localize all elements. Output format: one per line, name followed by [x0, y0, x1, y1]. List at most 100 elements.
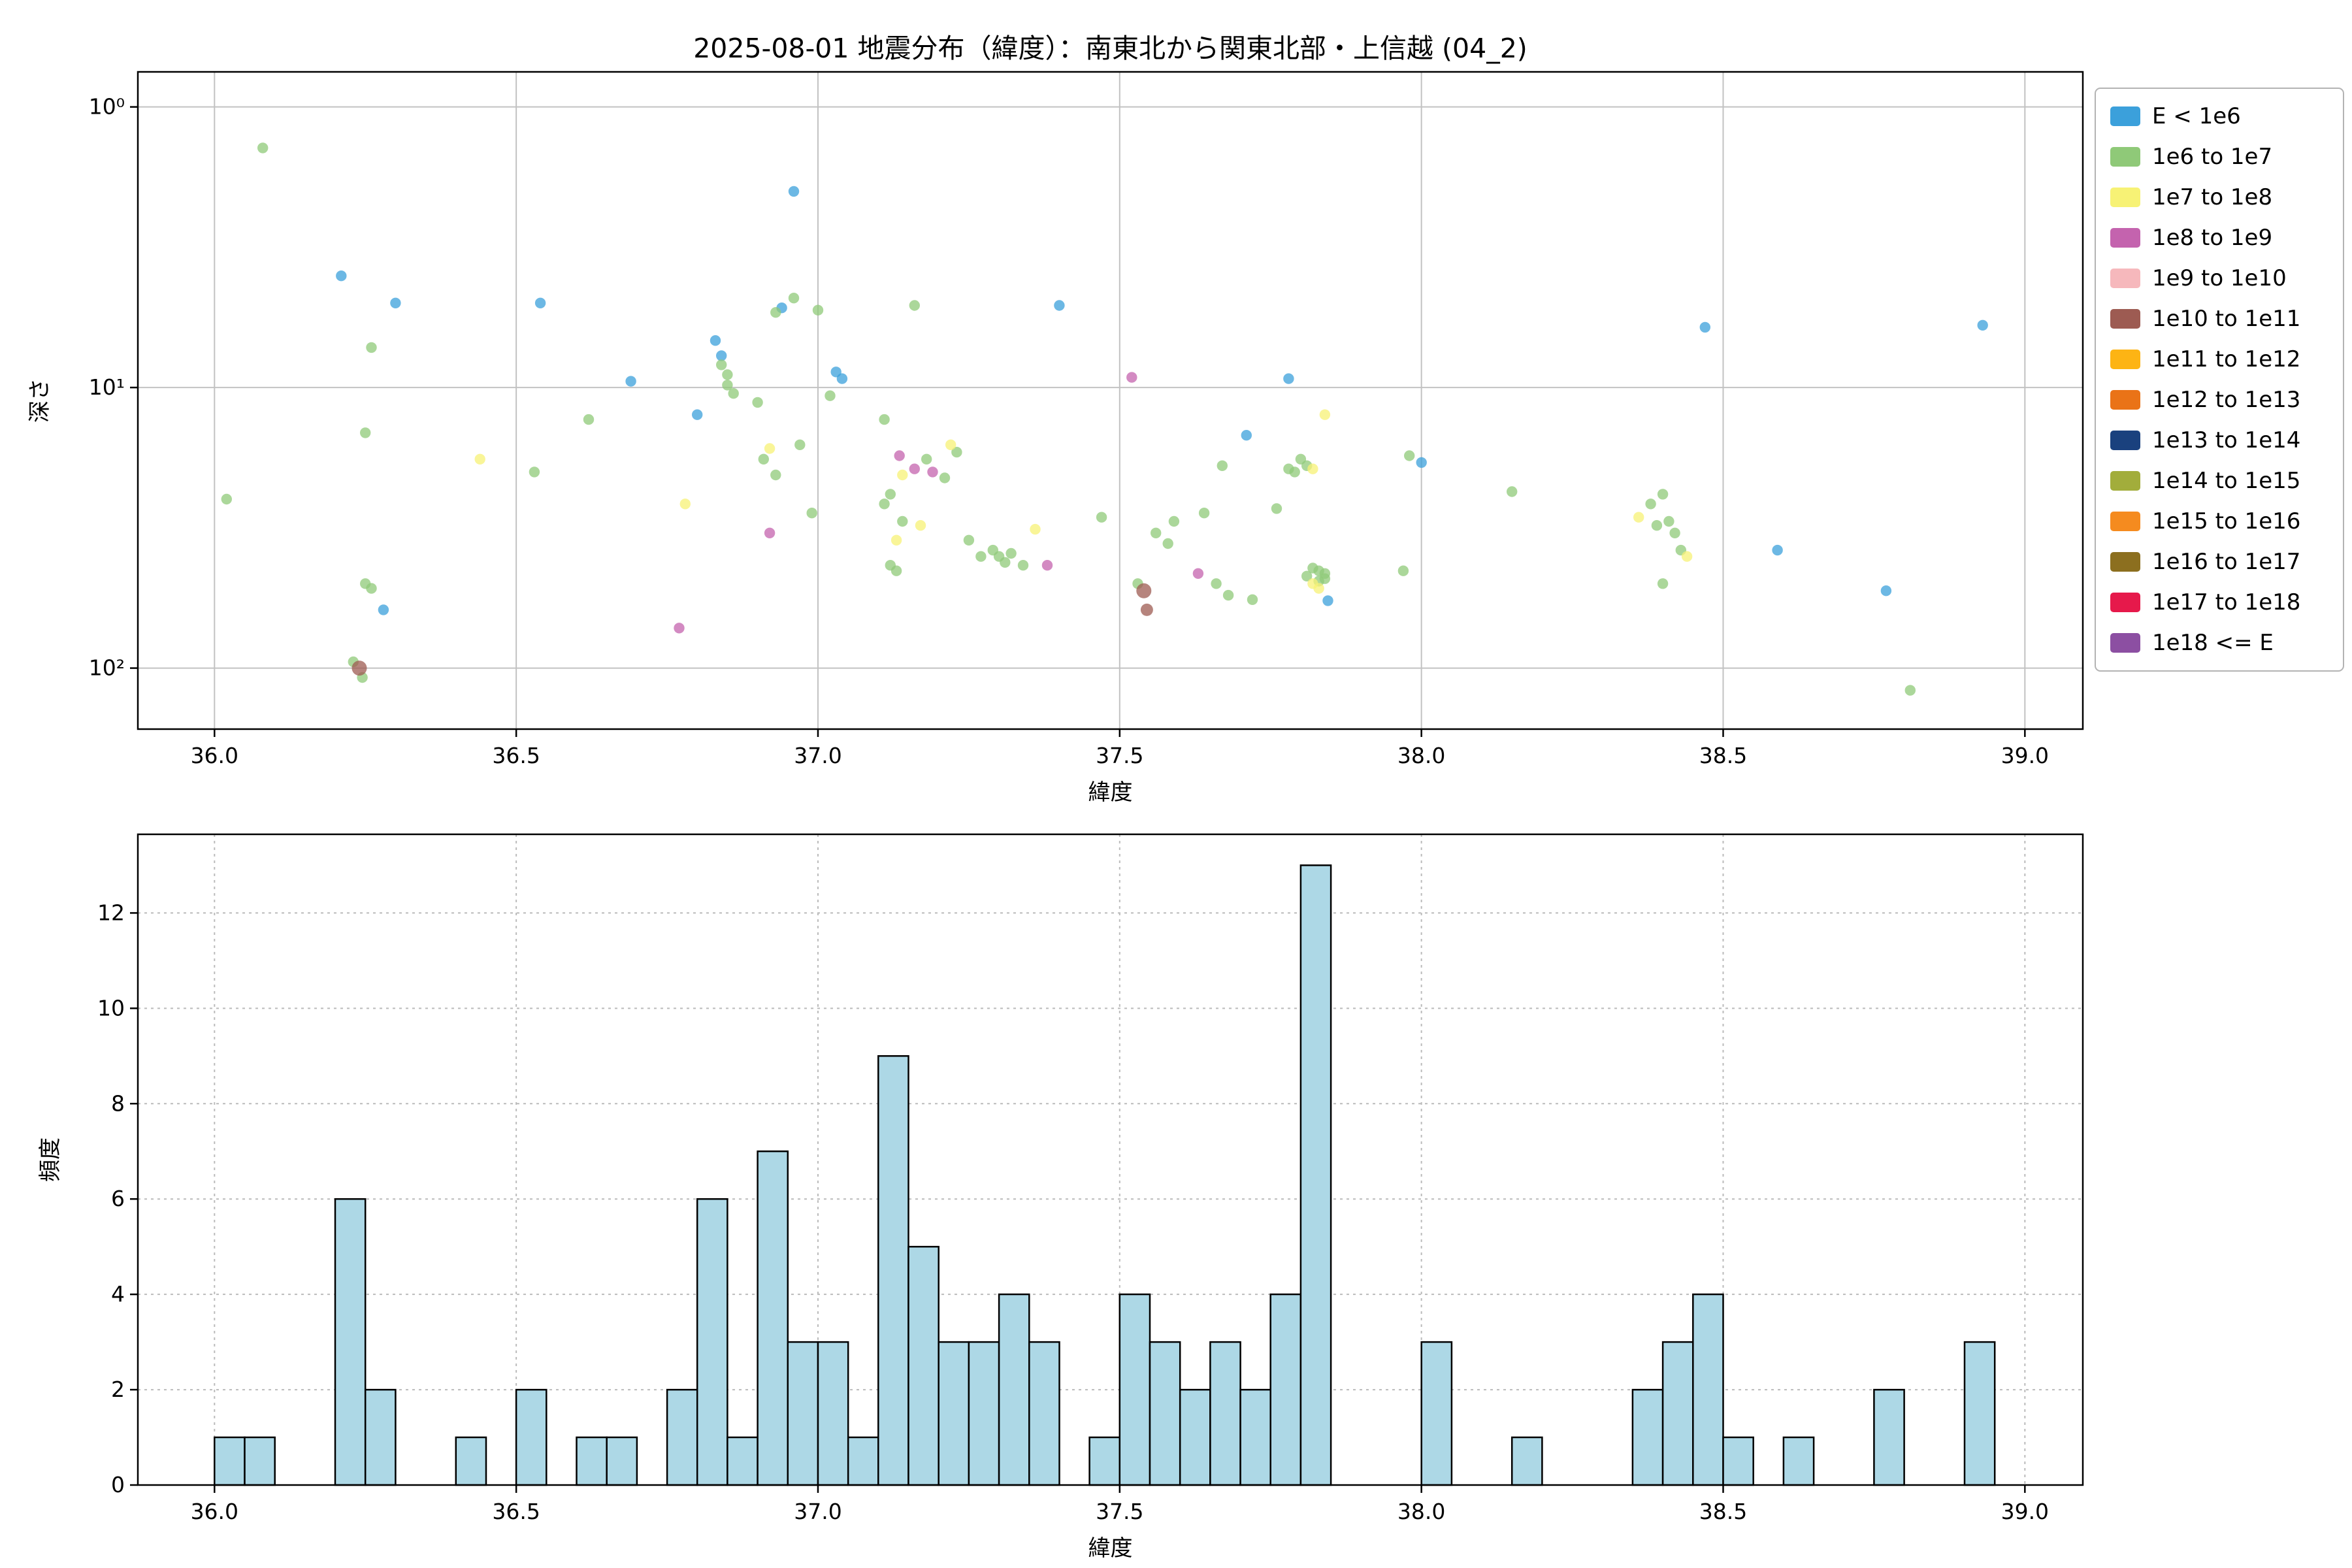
scatter-point	[1283, 373, 1294, 384]
histogram-bar	[1179, 1388, 1211, 1486]
x-tick-label: 36.0	[191, 1499, 238, 1524]
histogram-bar	[1692, 1293, 1724, 1486]
scatter-point	[1681, 551, 1693, 562]
scatter-point	[764, 527, 776, 538]
histogram-bar	[214, 1436, 246, 1486]
scatter-point	[927, 466, 938, 478]
legend-item-label: 1e7 to 1e8	[2152, 184, 2273, 210]
scatter-point	[951, 446, 962, 458]
legend-item: 1e16 to 1e17	[2110, 547, 2328, 576]
scatter-point	[257, 142, 269, 154]
histogram-bar	[1420, 1341, 1453, 1486]
scatter-point	[1162, 538, 1173, 549]
scatter-point	[1005, 547, 1017, 559]
legend-item-label: 1e9 to 1e10	[2152, 265, 2287, 291]
legend-swatch-icon	[2110, 106, 2140, 126]
legend-item: 1e6 to 1e7	[2110, 142, 2328, 171]
histogram-bar	[968, 1341, 1000, 1486]
x-tick-label: 39.0	[2001, 1499, 2049, 1524]
scatter-point	[1041, 560, 1053, 571]
scatter-point	[351, 661, 367, 676]
legend-item: 1e8 to 1e9	[2110, 223, 2328, 252]
legend-item: 1e18 <= E	[2110, 629, 2328, 657]
legend-item: 1e14 to 1e15	[2110, 466, 2328, 495]
histogram-bar	[1209, 1341, 1241, 1486]
x-tick-label: 36.5	[492, 1499, 540, 1524]
legend-swatch-icon	[2110, 512, 2140, 531]
histogram-bar	[907, 1245, 939, 1486]
histogram-bar	[364, 1388, 397, 1486]
histogram-bar	[666, 1388, 698, 1486]
histogram-bar	[1873, 1388, 1905, 1486]
scatter-point	[366, 342, 377, 353]
scatter-point	[1030, 523, 1041, 535]
y-tick-label: 4	[111, 1281, 125, 1307]
scatter-point	[1168, 515, 1180, 527]
scatter-point	[879, 414, 890, 425]
scatter-point	[474, 453, 485, 465]
scatter-series	[221, 142, 1916, 696]
legend-swatch-icon	[2110, 390, 2140, 410]
scatter-point	[806, 508, 817, 519]
scatter-point	[812, 304, 824, 316]
scatter-point	[890, 565, 902, 576]
scatter-point	[1313, 583, 1324, 594]
axes-frame	[137, 833, 2084, 1486]
scatter-point	[1198, 508, 1210, 519]
scatter-point	[825, 390, 836, 401]
legend-item-label: 1e13 to 1e14	[2152, 427, 2301, 453]
histogram-bar	[817, 1341, 849, 1486]
histogram-bar	[847, 1436, 879, 1486]
scatter-point	[836, 373, 848, 384]
histogram-bar	[455, 1436, 487, 1486]
y-tick-label: 10²	[89, 655, 125, 681]
histogram-bar	[1269, 1293, 1302, 1486]
histogram-bar	[1782, 1436, 1815, 1486]
y-axis-label: 頻度	[37, 1137, 63, 1182]
scatter-series	[474, 409, 1693, 594]
histogram-bar	[1963, 1341, 1996, 1486]
scatter-point	[1211, 578, 1222, 589]
x-tick-label: 38.0	[1397, 743, 1445, 768]
y-tick-label: 8	[111, 1090, 125, 1116]
legend-item-label: 1e14 to 1e15	[2152, 468, 2301, 494]
histogram-bar	[1088, 1436, 1121, 1486]
legend-swatch-icon	[2110, 431, 2140, 450]
y-tick-label: 10	[97, 995, 125, 1021]
scatter-series	[674, 372, 1204, 634]
y-tick-label: 12	[97, 900, 125, 925]
scatter-point	[975, 551, 987, 562]
scatter-point	[716, 359, 727, 370]
x-tick-label: 37.0	[794, 743, 841, 768]
axes-frame	[137, 71, 2084, 730]
legend-swatch-icon	[2110, 309, 2140, 329]
scatter-point	[1633, 512, 1644, 523]
scatter-point	[1977, 319, 1988, 331]
scatter-series	[351, 583, 1153, 676]
legend-item-label: 1e6 to 1e7	[2152, 144, 2273, 170]
scatter-point	[897, 515, 908, 527]
scatter-point	[722, 380, 733, 391]
legend-item: 1e7 to 1e8	[2110, 183, 2328, 212]
scatter-point	[1319, 409, 1331, 420]
scatter-point	[692, 409, 703, 420]
legend-item-label: 1e10 to 1e11	[2152, 306, 2301, 332]
legend-box: E < 1e6 1e6 to 1e7 1e7 to 1e8 1e8 to 1e9 1e9…	[2095, 88, 2344, 672]
histogram-bar	[1661, 1341, 1694, 1486]
legend-item-label: 1e8 to 1e9	[2152, 225, 2273, 251]
scatter-point	[625, 376, 636, 387]
legend-item-label: 1e15 to 1e16	[2152, 508, 2301, 534]
y-axis-label: 深さ	[27, 378, 53, 423]
scatter-point	[583, 414, 595, 425]
scatter-point	[336, 270, 347, 282]
scatter-point	[788, 293, 800, 304]
scatter-point	[788, 186, 800, 197]
legend-item-label: 1e16 to 1e17	[2152, 549, 2301, 575]
scatter-point	[794, 439, 806, 450]
histogram-plot: 36.0 36.5 37.0 37.5 38.0 38.5 39.0 0 2 4 6 8 10 12 緯度 頻…	[37, 833, 2084, 1561]
x-tick-label: 36.5	[492, 743, 540, 768]
histogram-bar	[1149, 1341, 1181, 1486]
legend-item-label: 1e18 <= E	[2152, 630, 2274, 656]
scatter-point	[909, 463, 921, 474]
